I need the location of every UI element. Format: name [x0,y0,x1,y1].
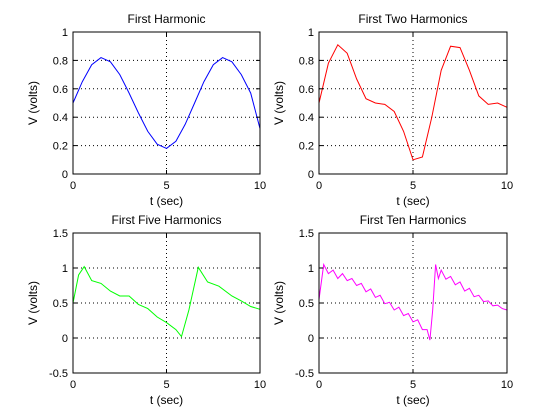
x-axis-label: t (sec) [150,194,183,208]
y-axis-label: V (volts) [272,281,286,325]
series-line [318,262,508,341]
chart-title: First Two Harmonics [358,12,467,26]
x-tick-label: 5 [163,180,169,192]
y-tick-label: 1.5 [53,228,68,240]
x-tick-label: 0 [70,379,76,391]
chart-title: First Ten Harmonics [360,213,466,227]
x-tick-label: 5 [410,180,416,192]
x-axis-label: t (sec) [396,393,429,407]
x-tick-label: 10 [254,379,266,391]
y-tick-label: -0.5 [295,368,314,380]
y-tick-label: 0.8 [299,55,314,67]
subplot-first-harmonic: 0 5 10 0 0.2 0.4 0.6 0.8 1 First Harmonic t (sec) V… [26,12,266,208]
y-tick-label: 0.6 [53,84,68,96]
y-tick-label: 0.2 [53,141,68,153]
series-line [72,265,261,338]
y-tick-label: -0.5 [49,368,68,380]
y-tick-label: 0 [308,333,314,345]
x-tick-label: 0 [70,180,76,192]
y-tick-label: 1 [62,27,68,39]
x-tick-label: 10 [254,180,266,192]
y-tick-label: 0 [308,169,314,181]
series-line [318,43,508,161]
x-tick-label: 0 [316,379,322,391]
y-tick-label: 0.5 [299,298,314,310]
y-tick-label: 0 [62,169,68,181]
y-tick-label: 1 [308,27,314,39]
y-tick-label: 0.5 [53,298,68,310]
x-axis-label: t (sec) [150,393,183,407]
y-tick-label: 0.4 [53,112,68,124]
x-tick-label: 10 [501,180,513,192]
y-tick-label: 1 [308,263,314,275]
y-tick-label: 1.5 [299,228,314,240]
x-tick-label: 5 [410,379,416,391]
y-tick-label: 0.8 [53,55,68,67]
x-tick-label: 0 [316,180,322,192]
y-tick-label: 0.2 [299,141,314,153]
y-axis-label: V (volts) [26,81,40,125]
x-tick-label: 10 [501,379,513,391]
y-axis-label: V (volts) [272,81,286,125]
y-tick-label: 0.6 [299,84,314,96]
y-tick-label: 0.4 [299,112,314,124]
y-tick-label: 0 [62,333,68,345]
x-tick-label: 5 [163,379,169,391]
x-axis-label: t (sec) [396,194,429,208]
y-tick-label: 1 [62,263,68,275]
y-axis-label: V (volts) [26,281,40,325]
chart-title: First Harmonic [127,12,205,26]
subplot-first-two-harmonics: 0 5 10 0 0.2 0.4 0.6 0.8 1 First Two Harmonics t (… [272,12,513,208]
chart-title: First Five Harmonics [111,213,221,227]
series-line [72,57,261,149]
